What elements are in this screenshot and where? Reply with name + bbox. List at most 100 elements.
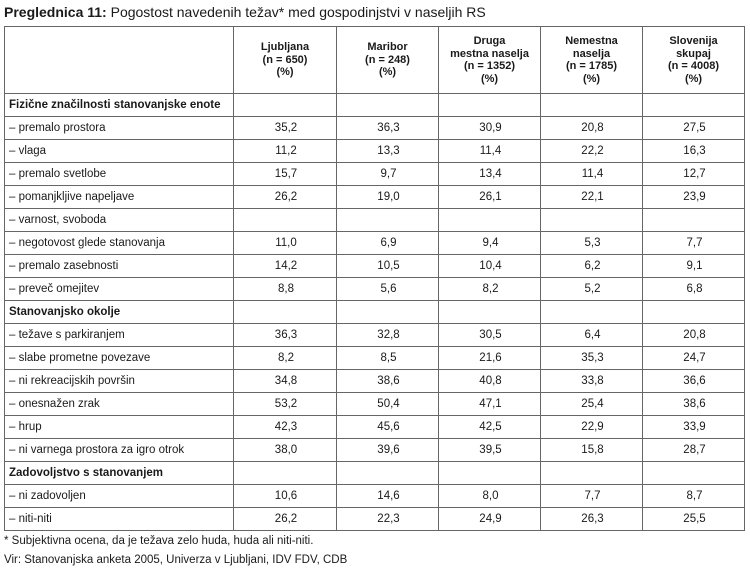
value-cell [438,300,541,324]
value-cell: 38,6 [642,392,745,416]
section-row: Stanovanjsko okolje [4,300,745,324]
value-cell: 25,5 [642,507,745,531]
value-cell [336,461,439,485]
row-label: Fizične značilnosti stanovanjske enote [4,93,234,117]
table-row: – vlaga 11,2 13,3 11,4 22,2 16,3 [4,139,745,163]
value-cell [540,208,643,232]
value-cell: 12,7 [642,162,745,186]
value-cell [336,300,439,324]
row-label: – premalo prostora [4,116,234,140]
value-cell: 9,4 [438,231,541,255]
row-label: – negotovost glede stanovanja [4,231,234,255]
row-label: – premalo svetlobe [4,162,234,186]
data-table: Ljubljana (n = 650) (%) Maribor (n = 248… [4,26,745,531]
table-row: – negotovost glede stanovanja 11,0 6,9 9,4 5… [4,231,745,255]
value-cell [540,461,643,485]
value-cell: 20,8 [642,323,745,347]
column-header: Maribor (n = 248) (%) [336,26,439,94]
row-label: – niti-niti [4,507,234,531]
table-row: – premalo svetlobe 15,7 9,7 13,4 11,4 12,7 [4,162,745,186]
table-row: – težave s parkiranjem 36,3 32,8 30,5 6,4 20,… [4,323,745,347]
section-row: Zadovoljstvo s stanovanjem [4,461,745,485]
value-cell: 10,6 [233,484,337,508]
header-label-cell [4,26,234,94]
value-cell: 24,9 [438,507,541,531]
value-cell: 25,4 [540,392,643,416]
value-cell [336,208,439,232]
row-label: – hrup [4,415,234,439]
value-cell: 38,6 [336,369,439,393]
table-row: – hrup 42,3 45,6 42,5 22,9 33,9 [4,415,745,439]
value-cell [438,208,541,232]
table-row: – preveč omejitev 8,8 5,6 8,2 5,2 6,8 [4,277,745,301]
value-cell: 47,1 [438,392,541,416]
value-cell: 8,5 [336,346,439,370]
value-cell: 22,3 [336,507,439,531]
row-label: – pomanjkljive napeljave [4,185,234,209]
table-row: – niti-niti 26,2 22,3 24,9 26,3 25,5 [4,507,745,531]
table-row: – premalo prostora 35,2 36,3 30,9 20,8 27,5 [4,116,745,140]
value-cell [540,300,643,324]
footnote-note: * Subjektivna ocena, da je težava zelo h… [4,535,314,547]
value-cell: 50,4 [336,392,439,416]
value-cell: 26,3 [540,507,643,531]
value-cell: 42,5 [438,415,541,439]
value-cell: 32,8 [336,323,439,347]
value-cell: 14,2 [233,254,337,278]
value-cell: 33,9 [642,415,745,439]
row-label: – ni varnega prostora za igro otrok [4,438,234,462]
value-cell: 5,2 [540,277,643,301]
value-cell: 8,8 [233,277,337,301]
value-cell [642,461,745,485]
value-cell: 35,2 [233,116,337,140]
value-cell: 24,7 [642,346,745,370]
row-label: Zadovoljstvo s stanovanjem [4,461,234,485]
value-cell: 13,4 [438,162,541,186]
value-cell: 26,2 [233,507,337,531]
value-cell: 26,1 [438,185,541,209]
row-label: Stanovanjsko okolje [4,300,234,324]
value-cell [642,93,745,117]
table-row: – ni varnega prostora za igro otrok 38,0 3… [4,438,745,462]
value-cell: 39,6 [336,438,439,462]
column-header: Nemestna naselja (n = 1785) (%) [540,26,643,94]
value-cell [233,93,337,117]
value-cell: 45,6 [336,415,439,439]
value-cell [438,93,541,117]
table-header: Ljubljana (n = 650) (%) Maribor (n = 248… [4,26,745,94]
row-label: – vlaga [4,139,234,163]
value-cell: 34,8 [233,369,337,393]
row-label: – preveč omejitev [4,277,234,301]
table-row: – varnost, svoboda [4,208,745,232]
value-cell: 6,4 [540,323,643,347]
value-cell: 36,3 [233,323,337,347]
row-label: – slabe prometne povezave [4,346,234,370]
value-cell [233,300,337,324]
row-label: – premalo zasebnosti [4,254,234,278]
value-cell: 35,3 [540,346,643,370]
table-row: – onesnažen zrak 53,2 50,4 47,1 25,4 38,6 [4,392,745,416]
value-cell: 9,7 [336,162,439,186]
table-row: – slabe prometne povezave 8,2 8,5 21,6 35,3 2… [4,346,745,370]
table-row: – pomanjkljive napeljave 26,2 19,0 26,1 22,1… [4,185,745,209]
value-cell: 6,8 [642,277,745,301]
value-cell: 42,3 [233,415,337,439]
row-label: – težave s parkiranjem [4,323,234,347]
caption-label: Preglednica 11: [4,4,107,20]
value-cell: 26,2 [233,185,337,209]
value-cell: 6,2 [540,254,643,278]
value-cell: 28,7 [642,438,745,462]
value-cell: 8,0 [438,484,541,508]
table-caption: Preglednica 11: Pogostost navedenih teža… [4,4,486,20]
value-cell: 27,5 [642,116,745,140]
row-label: – ni zadovoljen [4,484,234,508]
value-cell: 10,5 [336,254,439,278]
value-cell: 20,8 [540,116,643,140]
value-cell: 36,3 [336,116,439,140]
value-cell [336,93,439,117]
value-cell [642,208,745,232]
value-cell [540,93,643,117]
value-cell: 6,9 [336,231,439,255]
value-cell: 8,2 [233,346,337,370]
value-cell: 15,8 [540,438,643,462]
